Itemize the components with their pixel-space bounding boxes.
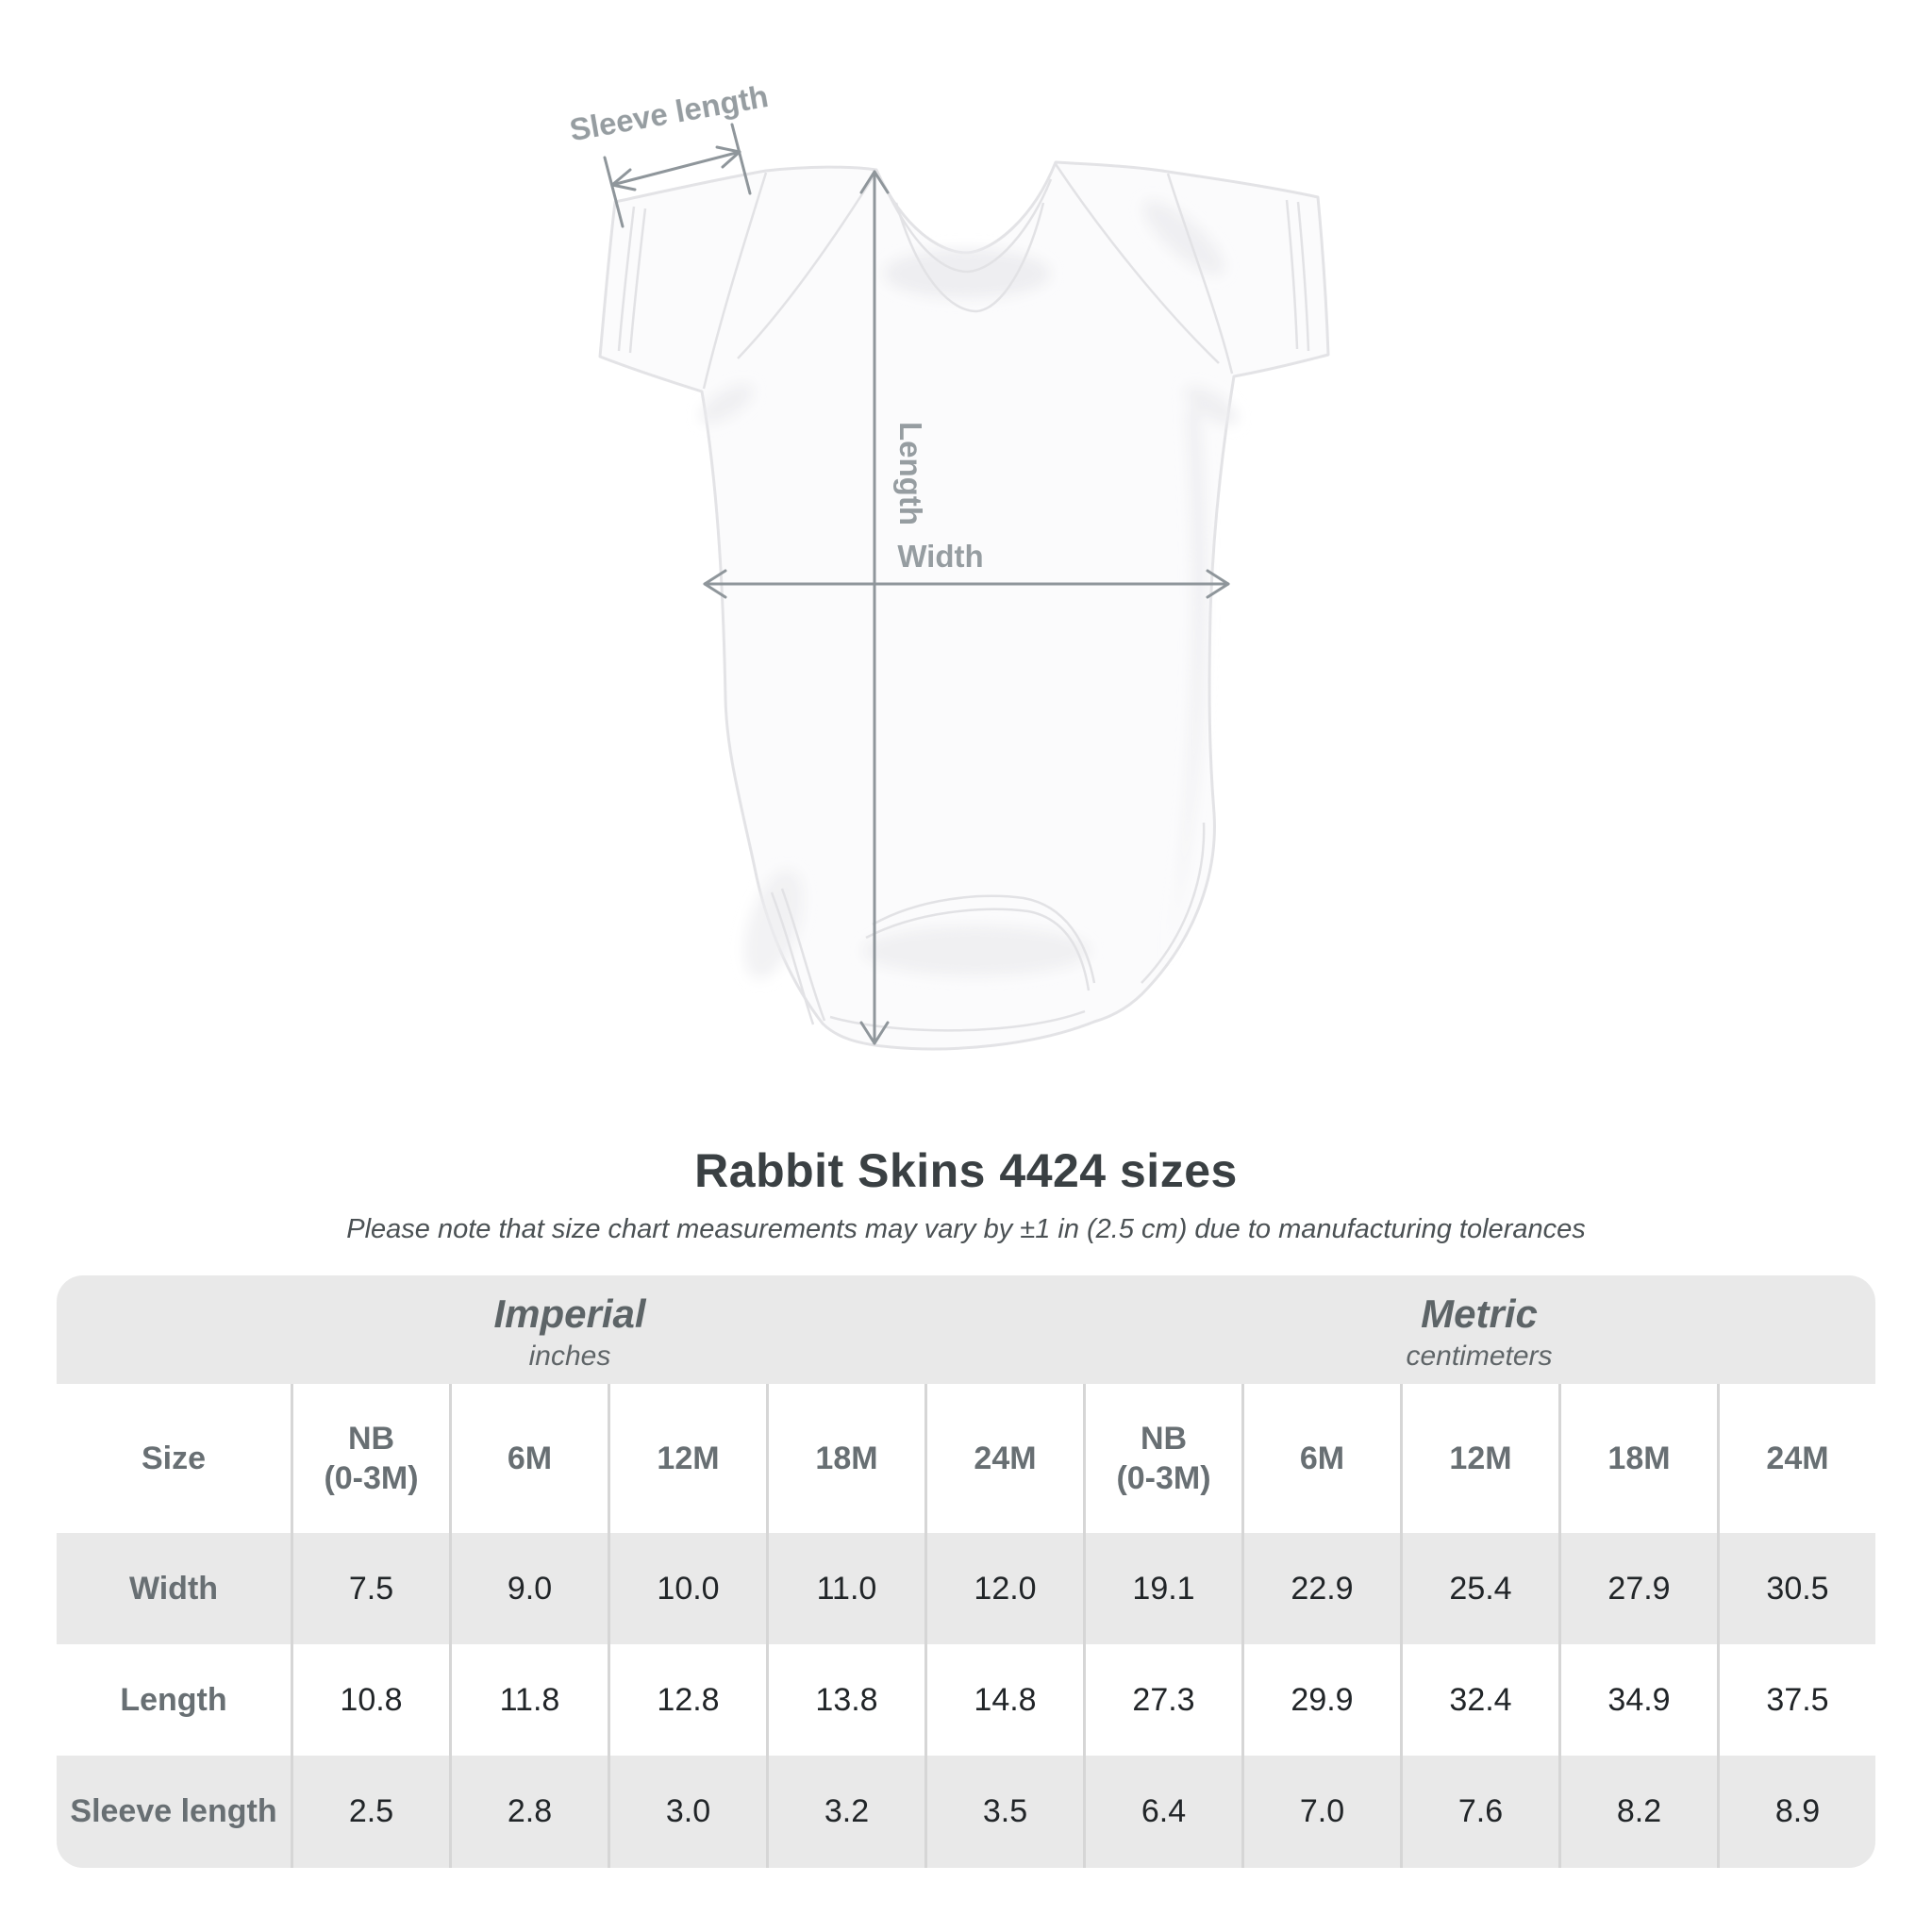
table-row-length: Length 10.8 11.8 12.8 13.8 14.8 27.3 29.…	[57, 1644, 1875, 1756]
onesie-seams	[617, 163, 1310, 1032]
table-row-width: Width 7.5 9.0 10.0 11.0 12.0 19.1 22.9 2…	[57, 1533, 1875, 1644]
value-cell: 7.6	[1400, 1756, 1558, 1868]
row-label: Width	[128, 1570, 219, 1607]
value-cell: 27.9	[1558, 1533, 1717, 1644]
col-header-metric-6m: 6M	[1241, 1384, 1400, 1533]
value-cell: 32.4	[1400, 1644, 1558, 1756]
value-cell: 30.5	[1717, 1533, 1875, 1644]
value-cell: 7.5	[291, 1533, 449, 1644]
value-cell: 34.9	[1558, 1644, 1717, 1756]
value-cell: 11.0	[766, 1533, 924, 1644]
sleeve-length-label: Sleeve length	[567, 78, 771, 147]
value-cell: 2.8	[449, 1756, 608, 1868]
length-label: Length	[893, 422, 928, 525]
value-cell: 2.5	[291, 1756, 449, 1868]
col-header-imperial-nb: NB (0-3M)	[291, 1384, 449, 1533]
length-arrow	[859, 170, 890, 1045]
size-chart-table: Imperial inches Metric centimeters Size …	[57, 1275, 1875, 1868]
unit-group-unit: inches	[528, 1340, 611, 1372]
page-title: Rabbit Skins 4424 sizes	[694, 1144, 1238, 1197]
width-arrow	[703, 569, 1230, 599]
value-cell: 22.9	[1241, 1533, 1400, 1644]
value-cell: 3.0	[608, 1756, 766, 1868]
col-header-metric-18m: 18M	[1558, 1384, 1717, 1533]
value-cell: 13.8	[766, 1644, 924, 1756]
unit-group-metric: Metric centimeters	[1083, 1275, 1875, 1384]
value-cell: 9.0	[449, 1533, 608, 1644]
value-cell: 37.5	[1717, 1644, 1875, 1756]
value-cell: 6.4	[1083, 1756, 1241, 1868]
col-header-metric-12m: 12M	[1400, 1384, 1558, 1533]
value-cell: 8.2	[1558, 1756, 1717, 1868]
row-label: Length	[120, 1681, 227, 1718]
table-row-sleeve-length: Sleeve length 2.5 2.8 3.0 3.2 3.5 6.4 7.…	[57, 1756, 1875, 1868]
col-header-imperial-12m: 12M	[608, 1384, 766, 1533]
unit-group-unit: centimeters	[1406, 1340, 1553, 1372]
col-header-metric-24m: 24M	[1717, 1384, 1875, 1533]
value-cell: 3.5	[924, 1756, 1083, 1868]
onesie-outline	[598, 160, 1330, 1051]
value-cell: 10.0	[608, 1533, 766, 1644]
col-header-imperial-18m: 18M	[766, 1384, 924, 1533]
unit-group-imperial: Imperial inches	[57, 1275, 1083, 1384]
tolerance-note: Please note that size chart measurements…	[346, 1214, 1586, 1244]
col-header-imperial-24m: 24M	[924, 1384, 1083, 1533]
value-cell: 7.0	[1241, 1756, 1400, 1868]
size-column-header: Size	[141, 1440, 207, 1476]
measurement-arrows	[603, 123, 1230, 1045]
value-cell: 12.8	[608, 1644, 766, 1756]
value-cell: 12.0	[924, 1533, 1083, 1644]
value-cell: 8.9	[1717, 1756, 1875, 1868]
unit-group-name: Metric	[1421, 1291, 1538, 1336]
col-header-metric-nb: NB (0-3M)	[1083, 1384, 1241, 1533]
value-cell: 27.3	[1083, 1644, 1241, 1756]
sleeve-length-arrow	[603, 123, 752, 228]
value-cell: 29.9	[1241, 1644, 1400, 1756]
value-cell: 3.2	[766, 1756, 924, 1868]
unit-group-name: Imperial	[493, 1291, 646, 1336]
col-header-imperial-6m: 6M	[449, 1384, 608, 1533]
value-cell: 19.1	[1083, 1533, 1241, 1644]
value-cell: 11.8	[449, 1644, 608, 1756]
row-label: Sleeve length	[70, 1793, 277, 1830]
size-header-row: Size NB (0-3M) 6M 12M 18M 24M NB (0-3M) …	[57, 1384, 1875, 1533]
value-cell: 25.4	[1400, 1533, 1558, 1644]
value-cell: 14.8	[924, 1644, 1083, 1756]
unit-header-band: Imperial inches Metric centimeters	[57, 1275, 1875, 1384]
value-cell: 10.8	[291, 1644, 449, 1756]
bodysuit-diagram: Sleeve length Length Width	[567, 78, 1330, 1051]
width-label: Width	[897, 539, 983, 574]
